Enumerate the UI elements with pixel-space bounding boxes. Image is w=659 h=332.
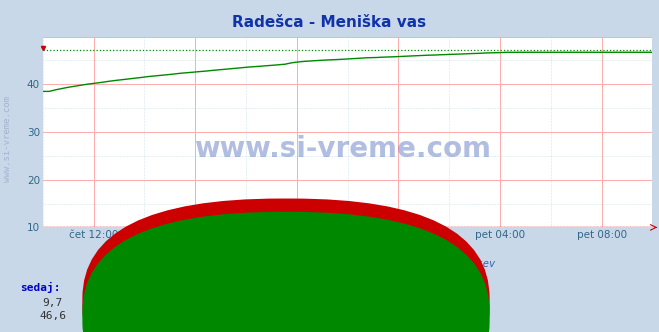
Text: maks.:: maks.:	[217, 282, 258, 292]
Text: 46,6: 46,6	[237, 311, 264, 321]
Text: pretok[m3/s]: pretok[m3/s]	[298, 311, 379, 321]
Text: 10,2: 10,2	[237, 298, 264, 308]
Text: Meritve: trenutne  Enote: metrične  Črta: 95% meritev: Meritve: trenutne Enote: metrične Črta: …	[164, 259, 495, 269]
Text: 9,7: 9,7	[109, 298, 129, 308]
Text: min.:: min.:	[86, 282, 119, 292]
Text: Radešca - Meniška vas: Radešca - Meniška vas	[290, 282, 432, 292]
Text: povpr.:: povpr.:	[152, 282, 199, 292]
Text: Slovenija / reke in morje.: Slovenija / reke in morje.	[248, 232, 411, 242]
Text: 10,0: 10,0	[171, 298, 198, 308]
Text: 38,7: 38,7	[105, 311, 132, 321]
Text: temperatura[C]: temperatura[C]	[298, 298, 392, 308]
Text: Radešca - Meniška vas: Radešca - Meniška vas	[233, 15, 426, 30]
Text: www.si-vreme.com: www.si-vreme.com	[3, 96, 13, 183]
Text: 43,8: 43,8	[171, 311, 198, 321]
Text: zadnji dan / 5 minut.: zadnji dan / 5 minut.	[264, 246, 395, 256]
Text: 9,7: 9,7	[43, 298, 63, 308]
Text: 46,6: 46,6	[40, 311, 66, 321]
Text: www.si-vreme.com: www.si-vreme.com	[194, 135, 491, 163]
Text: sedaj:: sedaj:	[20, 282, 60, 293]
